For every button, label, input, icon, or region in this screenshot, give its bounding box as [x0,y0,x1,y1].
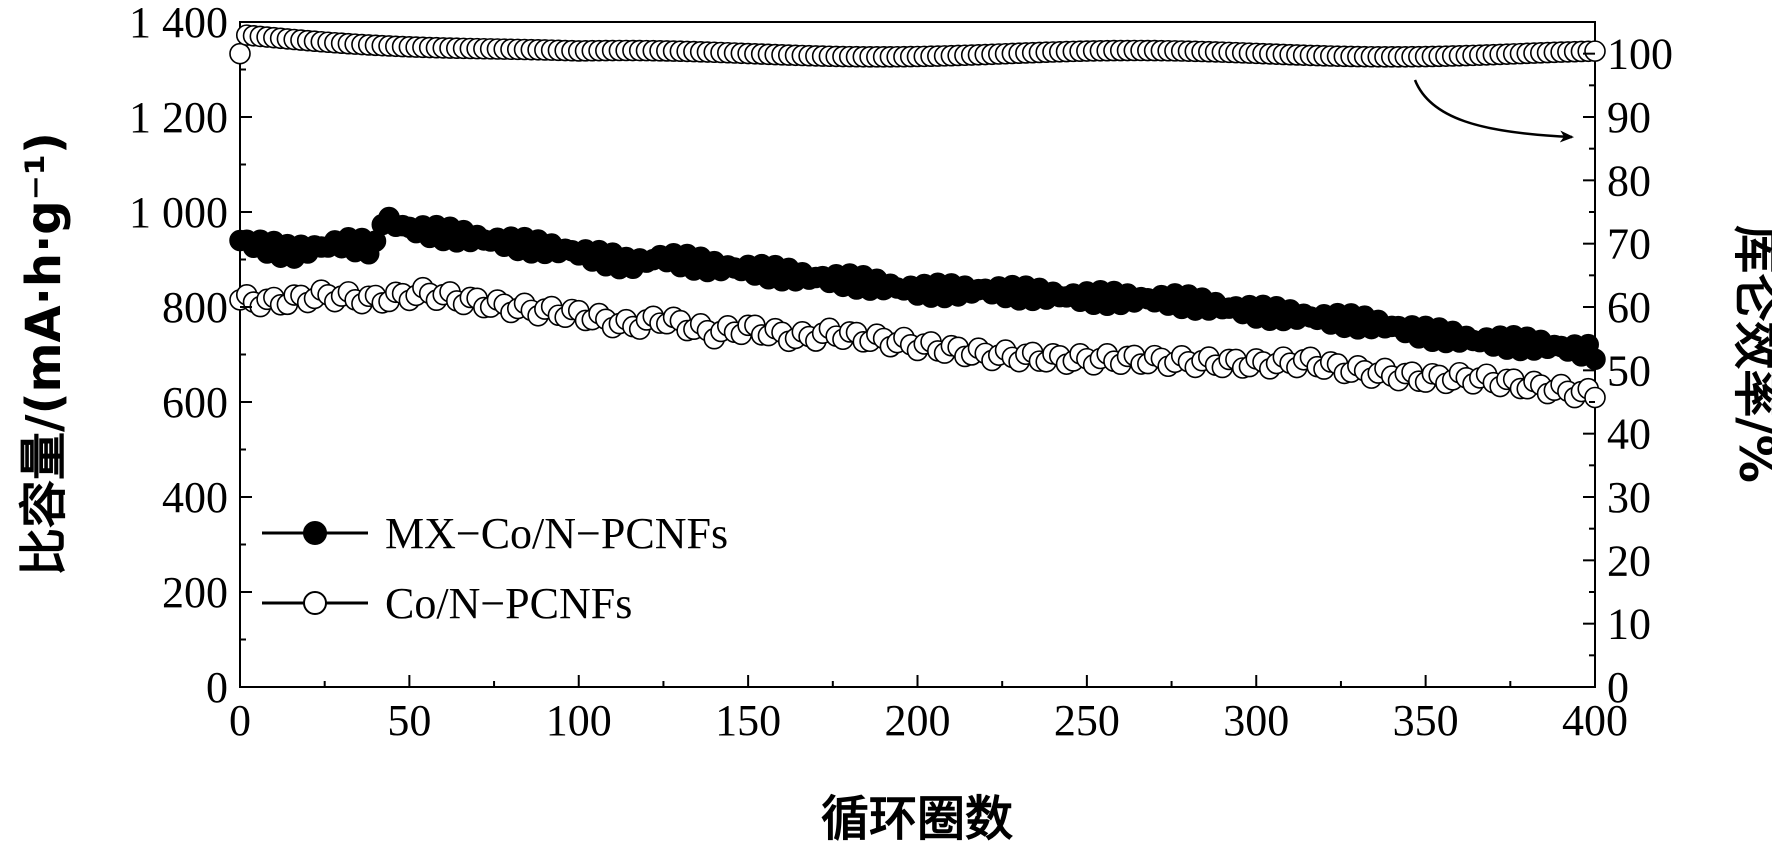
x-tick-label: 400 [1562,696,1628,745]
y2-tick-label: 0 [1607,663,1629,712]
legend-marker-co [303,591,327,615]
y-tick-label: 600 [162,378,228,427]
y2-tick-label: 50 [1607,346,1651,395]
y2-tick-label: 80 [1607,156,1651,205]
y2-tick-label: 100 [1607,30,1673,79]
legend-marker-mx [303,521,327,545]
legend: MX−Co/N−PCNFs Co/N−PCNFs [262,509,728,628]
y2-tick-label: 60 [1607,283,1651,332]
series-2 [229,24,1606,68]
y-tick-label: 1 000 [129,188,228,237]
y-tick-label: 1 400 [129,0,228,47]
y-tick-label: 1 200 [129,93,228,142]
x-tick-label: 0 [229,696,251,745]
x-tick-label: 200 [885,696,951,745]
legend-label-co: Co/N−PCNFs [385,579,632,628]
y-axis-ticks: 0 200 400 600 800 1 000 1 200 1 400 [129,0,252,712]
data-point [229,42,251,65]
data-point [1584,348,1606,370]
data-point [1584,40,1606,62]
annotation-arrow [1413,79,1574,143]
y2-tick-label: 70 [1607,220,1651,269]
x-tick-label: 250 [1054,696,1120,745]
x-tick-label: 100 [546,696,612,745]
x-axis-ticks: 0 50 100 150 200 250 300 350 400 [229,675,1628,745]
x-tick-label: 50 [387,696,431,745]
y-tick-label: 0 [206,663,228,712]
y-tick-label: 800 [162,283,228,332]
y-tick-label: 200 [162,568,228,617]
x-axis-title: 循环圈数 [821,791,1013,847]
x-tick-label: 350 [1393,696,1459,745]
x-tick-label: 150 [715,696,781,745]
x-tick-label: 300 [1223,696,1289,745]
y2-tick-label: 30 [1607,473,1651,522]
y-axis-title: 比容量/(mA·h·g⁻¹) [16,132,72,576]
data-point [1584,386,1606,409]
y2-tick-label: 90 [1607,93,1651,142]
y2-axis-ticks: 0 10 20 30 40 50 60 70 80 90 100 [1583,30,1673,712]
series-0 [229,206,1606,370]
y2-tick-label: 20 [1607,536,1651,585]
legend-label-mx: MX−Co/N−PCNFs [385,509,728,558]
y2-tick-label: 10 [1607,600,1651,649]
series-1 [229,276,1606,409]
series-layer [229,24,1606,409]
y2-axis-title: 库仑效率/% [1728,225,1772,483]
y2-tick-label: 40 [1607,410,1651,459]
y-tick-label: 400 [162,473,228,522]
